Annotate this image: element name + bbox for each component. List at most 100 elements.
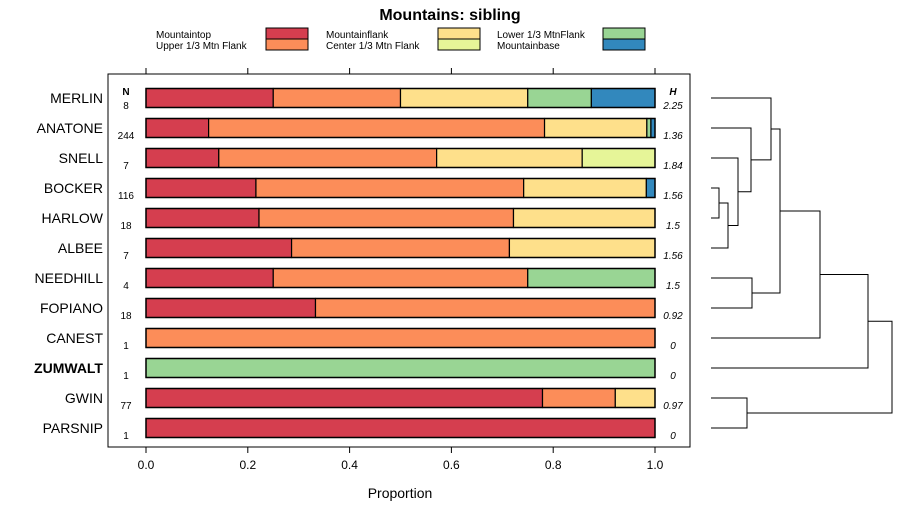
- bar-segment: [581, 147, 656, 169]
- bar-segment: [436, 147, 583, 169]
- bar-segment: [145, 117, 210, 139]
- category-label: ZUMWALT: [34, 360, 103, 376]
- bar-outline: [145, 327, 656, 349]
- bar-segment: [145, 297, 317, 319]
- n-value: 1: [123, 371, 129, 382]
- x-tick-label: 0.8: [545, 458, 562, 472]
- dendrogram-branch: [711, 277, 753, 309]
- bar-segment: [272, 267, 529, 289]
- h-value: 1.56: [663, 191, 683, 202]
- category-label: NEEDHILL: [35, 270, 104, 286]
- n-value: 7: [123, 161, 129, 172]
- bar-segment: [272, 87, 402, 109]
- h-value: 1.84: [663, 161, 683, 172]
- dendrogram-branch: [711, 157, 739, 226]
- axis-ticks: 0.0 0.2 0.4 0.6 0.8 1.0: [138, 68, 664, 472]
- legend-swatch: [437, 38, 481, 51]
- n-value: 18: [120, 311, 132, 322]
- bar-segment: [145, 327, 656, 349]
- h-value: 0.97: [663, 401, 683, 412]
- n-value: 116: [118, 191, 134, 202]
- bar-segment: [208, 117, 546, 139]
- bar-segment: [399, 87, 529, 109]
- bar-outline: [145, 357, 656, 379]
- legend-label: Mountaintop: [156, 30, 211, 41]
- n-value: 18: [120, 221, 132, 232]
- bar-segment: [508, 237, 656, 259]
- bar-outline: [145, 417, 656, 439]
- h-value: 1.36: [663, 131, 683, 142]
- category-label: ANATONE: [37, 120, 103, 136]
- bar-segment: [145, 87, 274, 109]
- bar-segment: [145, 177, 257, 199]
- x-tick-label: 0.0: [138, 458, 155, 472]
- bar-segment: [145, 417, 656, 439]
- x-tick-label: 0.2: [239, 458, 256, 472]
- category-label: GWIN: [65, 390, 103, 406]
- h-value: 2.25: [662, 101, 683, 112]
- n-value: 77: [120, 401, 132, 412]
- bar-segment: [541, 387, 616, 409]
- n-value: 8: [123, 101, 129, 112]
- bars-group: [145, 87, 656, 439]
- dendrogram-branch: [747, 320, 893, 414]
- legend-swatch: [265, 27, 309, 40]
- category-label: CANEST: [46, 330, 103, 346]
- dendrogram: [711, 97, 893, 429]
- x-axis-label: Proportion: [368, 485, 433, 501]
- dendrogram-branch: [711, 187, 720, 219]
- bar-outline: [145, 117, 656, 139]
- bar-outline: [145, 237, 656, 259]
- dendrogram-branch: [711, 210, 821, 339]
- x-tick-label: 1.0: [647, 458, 664, 472]
- bar-segment: [527, 267, 656, 289]
- dendrogram-branch: [752, 128, 781, 294]
- bar-segment: [145, 387, 544, 409]
- bar-segment: [512, 207, 656, 229]
- legend-swatch: [602, 27, 646, 40]
- h-value: 0.92: [663, 311, 683, 322]
- bar-segment: [314, 297, 656, 319]
- category-label: HARLOW: [42, 210, 104, 226]
- legend-label: Mountainflank: [326, 30, 389, 41]
- bar-outline: [145, 177, 656, 199]
- bar-segment: [145, 207, 260, 229]
- category-label: FOPIANO: [40, 300, 103, 316]
- legend-label: Mountainbase: [497, 41, 560, 52]
- bar-segment: [543, 117, 648, 139]
- bar-outline: [145, 387, 656, 409]
- h-value: 0: [670, 341, 676, 352]
- dendrogram-branch: [711, 273, 869, 369]
- h-header: H: [669, 87, 677, 98]
- chart-title: Mountains: sibling: [379, 7, 520, 24]
- legend-label: Center 1/3 Mtn Flank: [326, 41, 420, 52]
- bar-segment: [290, 237, 511, 259]
- x-tick-label: 0.6: [443, 458, 460, 472]
- n-value: 7: [123, 251, 129, 262]
- bar-segment: [218, 147, 438, 169]
- bar-segment: [590, 87, 656, 109]
- bar-segment: [523, 177, 647, 199]
- n-value: 4: [123, 281, 129, 292]
- plot-frame: [107, 73, 691, 448]
- category-label: SNELL: [59, 150, 104, 166]
- bar-outline: [145, 297, 656, 319]
- n-header: N: [122, 87, 129, 98]
- bar-segment: [145, 147, 220, 169]
- dendrogram-branch: [711, 127, 752, 193]
- dendrogram-branch: [711, 397, 748, 429]
- legend-swatch: [437, 27, 481, 40]
- bar-outline: [145, 147, 656, 169]
- h-value: 1.5: [666, 281, 680, 292]
- dendrogram-branch: [711, 97, 772, 161]
- bar-outline: [145, 267, 656, 289]
- n-value: 1: [123, 341, 129, 352]
- h-value: 0: [670, 431, 676, 442]
- category-label: ALBEE: [58, 240, 103, 256]
- h-value: 1.56: [663, 251, 683, 262]
- bar-segment: [258, 207, 515, 229]
- bar-segment: [614, 387, 656, 409]
- category-label: BOCKER: [44, 180, 103, 196]
- bar-outline: [145, 207, 656, 229]
